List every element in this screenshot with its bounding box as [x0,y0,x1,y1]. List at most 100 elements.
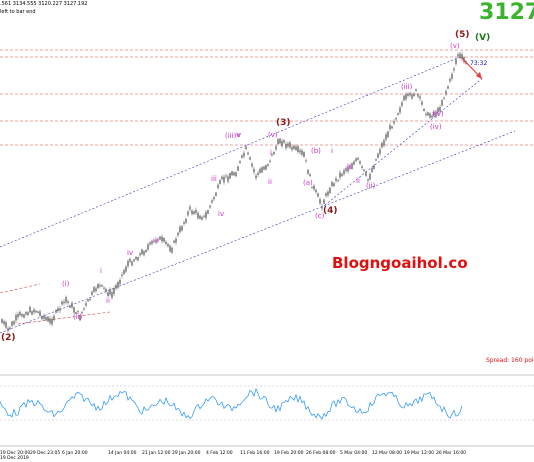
candle-body [295,146,297,151]
candle-body [407,93,409,96]
wave-label: iv [218,210,225,218]
candle-body [317,193,319,197]
wave-label: iv [127,249,134,257]
candle-body [307,169,309,174]
candle-body [457,54,459,57]
candle-body [225,175,227,177]
candle-body [351,163,353,170]
candle-body [217,184,219,189]
candle-body [133,259,135,262]
candle-body [259,168,261,173]
wave-label: (5) [455,30,470,40]
candle-body [409,92,411,96]
time-axis-label: 26 Mar 16:00 [436,451,467,456]
candle-body [255,175,257,179]
candle-body [449,78,451,82]
candle-body [71,302,73,308]
candle-body [271,154,273,156]
wave-label: iii [153,237,159,245]
candle-body [59,308,61,311]
candle-body [73,307,75,313]
candle-body [239,161,241,163]
candle-body [359,161,361,164]
candle-body [19,311,21,315]
candle-body [45,316,47,321]
candle-body [367,179,369,181]
candle-body [319,199,321,204]
candle-body [31,311,33,315]
candle-body [113,287,115,294]
wave-label: (3) [276,118,291,128]
candle-body [89,298,91,301]
candle-body [93,287,95,292]
candle-body [453,68,455,71]
candle-body [273,151,275,155]
candle-body [161,236,163,242]
wave-label: v [237,131,242,139]
candle-body [135,256,137,260]
candle-body [163,238,165,242]
candle-body [333,183,335,187]
wave-label: iii [211,175,217,183]
candle-body [167,244,169,247]
candle-body [405,94,407,100]
candle-body [231,171,233,176]
candle-body [341,173,343,176]
candle-body [177,232,179,236]
candle-body [395,118,397,120]
candle-body [121,274,123,277]
candle-body [269,160,271,162]
candle-body [109,288,111,295]
candle-body [211,200,213,203]
candle-body [313,185,315,190]
candle-body [173,240,175,243]
candle-body [99,285,101,287]
time-axis-label: 6 Jan 20:00 [62,451,88,456]
wave-label: i [100,267,102,275]
wave-label: ii [356,177,360,185]
level-line-short [0,283,41,294]
candle-body [337,180,339,182]
candle-body [83,308,85,310]
candle-body [439,107,441,112]
candle-body [219,179,221,185]
candle-body [63,301,65,304]
candle-body [197,212,199,219]
candle-body [25,311,27,315]
candle-body [37,311,39,313]
candle-body [249,157,251,160]
candle-body [195,209,197,213]
candle-body [145,250,147,252]
wave-label: (iii) [401,83,413,91]
candle-body [131,261,133,266]
candle-body [47,316,49,322]
time-axis-label: 14 Jan 04:00 [108,451,137,456]
wave-label: (iv) [430,123,442,131]
candle-body [153,240,155,242]
candle-body [101,285,103,287]
candle-body [3,321,5,325]
candle-body [335,178,337,181]
candle-body [347,166,349,172]
candle-body [107,292,109,296]
candle-body [111,292,113,298]
candle-body [309,174,311,177]
candle-body [33,309,35,313]
candle-body [139,253,141,256]
time-axis-label: 19 Dec 2019 [0,456,29,461]
candle-body [223,176,225,183]
candle-body [245,146,247,150]
candle-body [187,211,189,216]
candle-body [67,301,69,303]
candle-body [287,143,289,147]
candle-body [445,91,447,94]
candle-body [437,107,439,113]
time-axis-label: 4 Feb 12:00 [206,451,233,456]
time-axis-label: 19 Feb 20:00 [274,451,304,456]
candle-body [293,145,295,149]
projection-arrow-head [476,72,482,79]
candle-body [23,314,25,318]
candle-body [391,126,393,129]
